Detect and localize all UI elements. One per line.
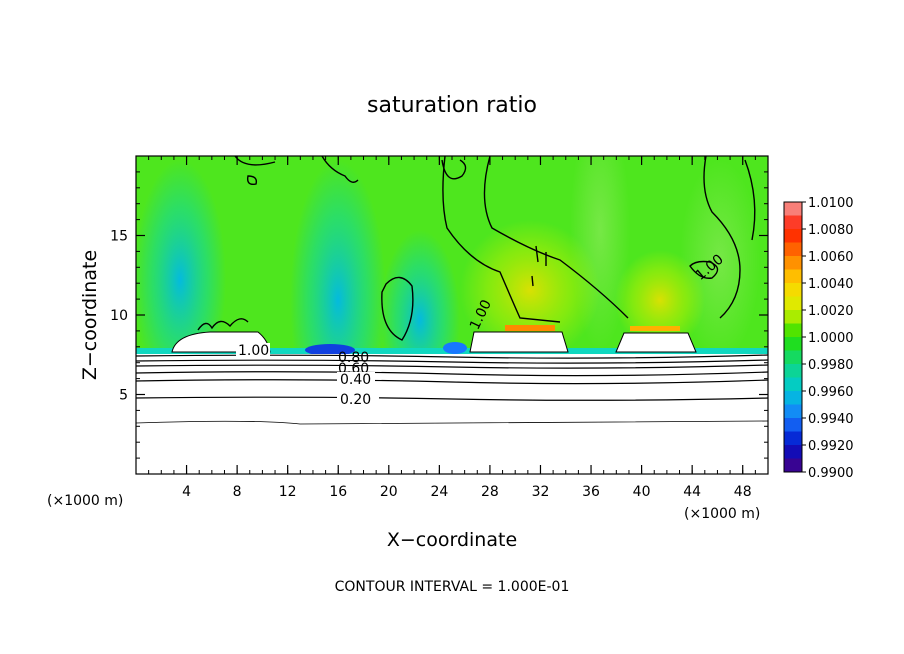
colorbar-swatch bbox=[784, 269, 802, 284]
contour-field bbox=[197, 156, 756, 341]
colorbar-label: 0.9920 bbox=[808, 439, 854, 454]
colorbar-swatch bbox=[784, 215, 802, 230]
contour-label: 0.20 bbox=[340, 392, 371, 408]
field-orange-rim bbox=[505, 325, 555, 331]
x-tick-label: 8 bbox=[233, 484, 242, 500]
colorbar-label: 0.9940 bbox=[808, 412, 854, 427]
y-tick-label: 15 bbox=[110, 229, 128, 245]
colorbar-swatch bbox=[784, 377, 802, 392]
colorbar-label: 1.0100 bbox=[808, 196, 854, 211]
colorbar-swatch bbox=[784, 364, 802, 378]
colorbar-swatch bbox=[784, 445, 802, 459]
x-tick-label: 32 bbox=[532, 484, 550, 500]
colorbar-swatch bbox=[784, 310, 802, 324]
x-tick-label: 4 bbox=[182, 484, 191, 500]
contour-interval-note: CONTOUR INTERVAL = 1.000E-01 bbox=[335, 579, 570, 595]
cloud-blob bbox=[469, 331, 569, 353]
contour-label: 0.40 bbox=[340, 372, 371, 388]
x-tick-label: 40 bbox=[633, 484, 651, 500]
field-blue-spot bbox=[443, 342, 467, 354]
field-blue-spot bbox=[305, 344, 355, 356]
colorbar-swatch bbox=[784, 404, 802, 419]
field-orange-rim bbox=[630, 326, 680, 331]
x-tick-label: 20 bbox=[380, 484, 398, 500]
colorbar-label: 1.0040 bbox=[808, 277, 854, 292]
x-unit-label-left: (×1000 m) bbox=[47, 493, 123, 509]
colorbar: 1.0100 1.0080 1.0060 1.0040 1.0020 1.0000 0.99… bbox=[783, 196, 854, 481]
chart-title: saturation ratio bbox=[367, 93, 537, 118]
colorbar-swatch bbox=[784, 283, 802, 297]
plot-area bbox=[136, 156, 768, 474]
x-axis: 4 8 12 16 20 24 28 32 36 40 44 48 bbox=[148, 156, 756, 500]
colorbar-label: 1.0060 bbox=[808, 250, 854, 265]
y-axis: 5 10 15 bbox=[110, 171, 768, 459]
colorbar-swatch bbox=[784, 350, 802, 365]
colorbar-swatch bbox=[784, 229, 802, 243]
colorbar-swatch bbox=[784, 202, 802, 216]
cloud-blob bbox=[615, 332, 697, 353]
y-tick-label: 10 bbox=[110, 308, 128, 324]
x-tick-label: 44 bbox=[683, 484, 701, 500]
colorbar-label: 1.0080 bbox=[808, 223, 854, 238]
colorbar-swatch bbox=[784, 458, 802, 473]
y-axis-title: Z−coordinate bbox=[79, 250, 101, 380]
colorbar-swatch bbox=[784, 418, 802, 432]
colorbar-label: 1.0000 bbox=[808, 331, 854, 346]
contour-label: 1.00 bbox=[238, 343, 269, 359]
colorbar-swatch bbox=[784, 337, 802, 351]
x-tick-label: 12 bbox=[279, 484, 297, 500]
colorbar-label: 0.9900 bbox=[808, 466, 854, 481]
x-tick-label: 24 bbox=[430, 484, 448, 500]
x-tick-label: 28 bbox=[481, 484, 499, 500]
colorbar-swatch bbox=[784, 296, 802, 311]
y-tick-label: 5 bbox=[119, 388, 128, 404]
colorbar-label: 0.9980 bbox=[808, 358, 854, 373]
x-unit-label-right: (×1000 m) bbox=[684, 506, 760, 522]
colorbar-swatch bbox=[784, 431, 802, 446]
colorbar-swatch bbox=[784, 323, 802, 338]
x-tick-label: 48 bbox=[734, 484, 752, 500]
colorbar-label: 0.9960 bbox=[808, 385, 854, 400]
colorbar-label: 1.0020 bbox=[808, 304, 854, 319]
field-yellow-region bbox=[460, 220, 600, 360]
contour-label: 0.80 bbox=[338, 350, 369, 366]
contour-lines bbox=[136, 354, 768, 425]
colorbar-swatch bbox=[784, 391, 802, 405]
x-tick-label: 36 bbox=[582, 484, 600, 500]
x-tick-label: 16 bbox=[329, 484, 347, 500]
field-yellow-region bbox=[615, 250, 705, 350]
x-axis-title: X−coordinate bbox=[387, 529, 517, 551]
colorbar-swatch bbox=[784, 242, 802, 257]
colorbar-swatch bbox=[784, 256, 802, 270]
